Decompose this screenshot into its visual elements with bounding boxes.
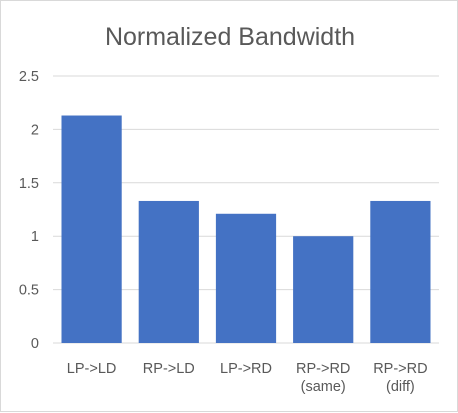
x-category-label: LP->RD	[220, 361, 272, 377]
y-tick-label: 0.5	[19, 283, 39, 299]
bar	[293, 236, 354, 343]
x-category-label: RP->RD	[296, 361, 350, 377]
x-axis-labels: LP->LD RP->LD LP->RD RP->RD (same) RP->RD (dif…	[67, 361, 428, 395]
y-tick-label: 1.5	[19, 176, 39, 192]
y-tick-label: 1	[31, 229, 39, 245]
x-category-label: (diff)	[386, 379, 415, 395]
x-category-label: RP->LD	[143, 361, 195, 377]
bars	[61, 115, 431, 344]
x-category-label: (same)	[301, 379, 346, 395]
bar	[215, 213, 277, 343]
y-tick-label: 2	[31, 122, 39, 138]
bar	[138, 200, 199, 343]
x-category-label: RP->RD	[373, 361, 427, 377]
bar	[370, 200, 431, 343]
y-tick-label: 0	[31, 336, 39, 352]
y-tick-label: 2.5	[19, 69, 39, 85]
y-axis-ticks: 0 0.5 1 1.5 2 2.5	[19, 69, 39, 352]
bar	[61, 115, 122, 344]
x-category-label: LP->LD	[67, 361, 117, 377]
chart-title: Normalized Bandwidth	[105, 23, 355, 51]
